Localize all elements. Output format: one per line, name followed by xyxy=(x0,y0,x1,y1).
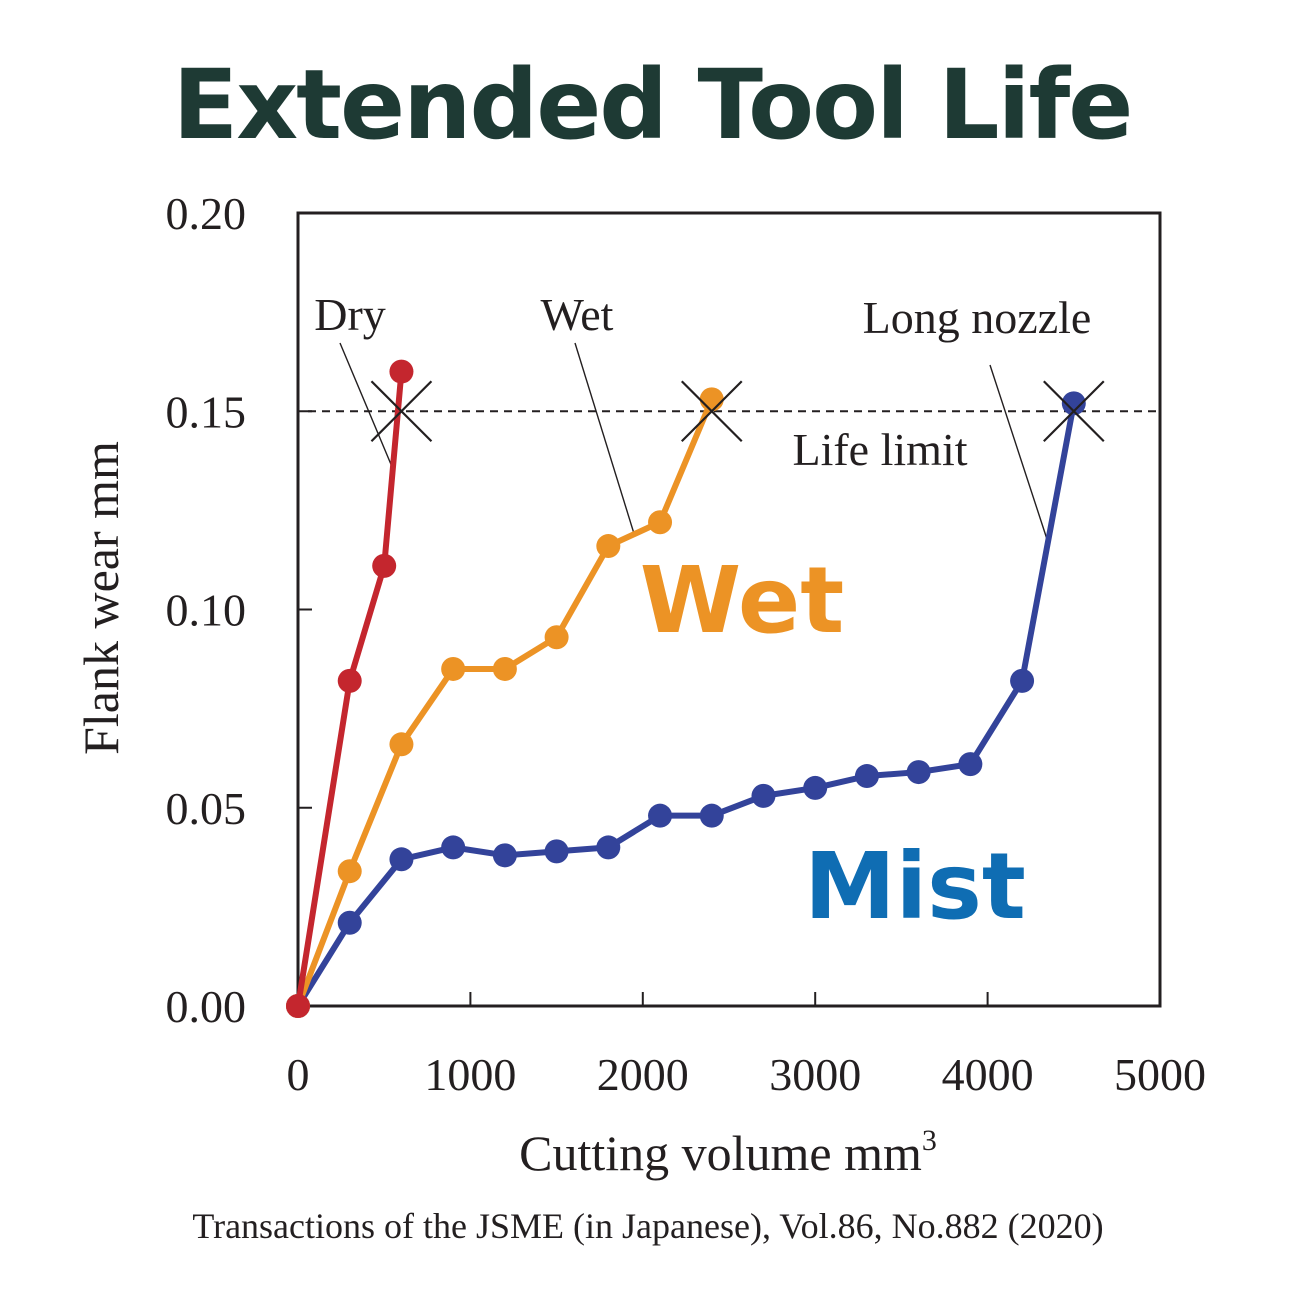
point-dry-3 xyxy=(389,359,414,384)
series-dry xyxy=(286,359,414,1018)
point-mist-2 xyxy=(389,847,414,872)
point-mist-15 xyxy=(1061,391,1086,416)
y-tick-label-0.00: 0.00 xyxy=(166,981,247,1032)
life-end-markers xyxy=(370,380,1105,443)
x-tick-label-5000: 5000 xyxy=(1114,1049,1206,1100)
annotation-dry: Dry xyxy=(314,289,386,340)
point-mist-7 xyxy=(648,803,673,828)
point-mist-8 xyxy=(699,803,724,828)
point-wet-2 xyxy=(389,732,414,757)
life-limit-label: Life limit xyxy=(792,424,967,475)
leader-long-nozzle xyxy=(989,364,1049,543)
series-line-mist xyxy=(295,402,1077,1008)
y-tick-label-0.05: 0.05 xyxy=(166,783,247,834)
point-dry-2 xyxy=(372,553,397,578)
point-mist-12 xyxy=(906,760,931,785)
x-tick-label-2000: 2000 xyxy=(597,1049,689,1100)
point-wet-7 xyxy=(648,510,673,535)
point-dry-0 xyxy=(286,994,310,1018)
chart-title: Extended Tool Life xyxy=(173,49,1132,161)
point-mist-9 xyxy=(751,783,776,808)
end-marker-dry-stroke-b xyxy=(370,380,433,443)
series-group xyxy=(286,359,1086,1018)
point-mist-5 xyxy=(544,839,569,864)
end-marker-mist-stroke-b xyxy=(1043,380,1105,443)
end-marker-mist xyxy=(1043,380,1105,443)
point-mist-4 xyxy=(492,843,517,868)
y-tick-label-0.15: 0.15 xyxy=(166,386,247,437)
x-axis-label-text: Cutting volume mm xyxy=(519,1125,922,1181)
point-mist-6 xyxy=(596,835,621,860)
point-mist-11 xyxy=(854,764,879,789)
y-tick-label-0.10: 0.10 xyxy=(166,585,247,636)
x-axis-label: Cutting volume mm3 xyxy=(519,1124,937,1181)
x-tick-label-4000: 4000 xyxy=(942,1049,1034,1100)
leader-wet xyxy=(574,342,635,535)
series-line-wet xyxy=(295,398,715,1008)
point-wet-1 xyxy=(337,859,362,884)
point-wet-8 xyxy=(699,387,724,412)
leader-dry xyxy=(339,342,394,470)
point-wet-3 xyxy=(441,656,466,681)
x-axis-label-superscript: 3 xyxy=(922,1124,937,1157)
annotation-wet: Wet xyxy=(541,289,614,340)
point-mist-14 xyxy=(1010,668,1035,693)
series-mist xyxy=(286,391,1086,1018)
end-marker-wet xyxy=(680,380,743,443)
x-tick-label-3000: 3000 xyxy=(769,1049,861,1100)
y-tick-label-0.20: 0.20 xyxy=(166,188,247,239)
point-mist-10 xyxy=(803,775,828,800)
point-wet-6 xyxy=(596,534,621,559)
annotation-leaders xyxy=(339,342,1049,543)
point-mist-3 xyxy=(441,835,466,860)
point-mist-13 xyxy=(958,752,983,777)
source-citation: Transactions of the JSME (in Japanese), … xyxy=(192,1206,1103,1246)
y-axis-label: Flank wear mm xyxy=(73,441,129,755)
annotation-long-nozzle: Long nozzle xyxy=(863,292,1092,343)
point-mist-1 xyxy=(337,910,362,935)
axis-ticks xyxy=(298,410,989,1006)
big-label-mist: Mist xyxy=(804,833,1026,940)
point-wet-5 xyxy=(544,625,569,650)
x-tick-label-1000: 1000 xyxy=(424,1049,516,1100)
tick-labels: 0 1000 2000 3000 4000 5000 0.00 0.05 0.10 0.15 0.2… xyxy=(166,188,1207,1100)
series-line-dry xyxy=(295,371,405,1007)
end-marker-wet-stroke-b xyxy=(680,380,743,443)
x-tick-label-0: 0 xyxy=(287,1049,310,1100)
end-marker-dry xyxy=(370,380,433,443)
point-dry-1 xyxy=(337,668,362,693)
big-label-wet: Wet xyxy=(640,547,845,654)
point-wet-4 xyxy=(492,656,517,681)
